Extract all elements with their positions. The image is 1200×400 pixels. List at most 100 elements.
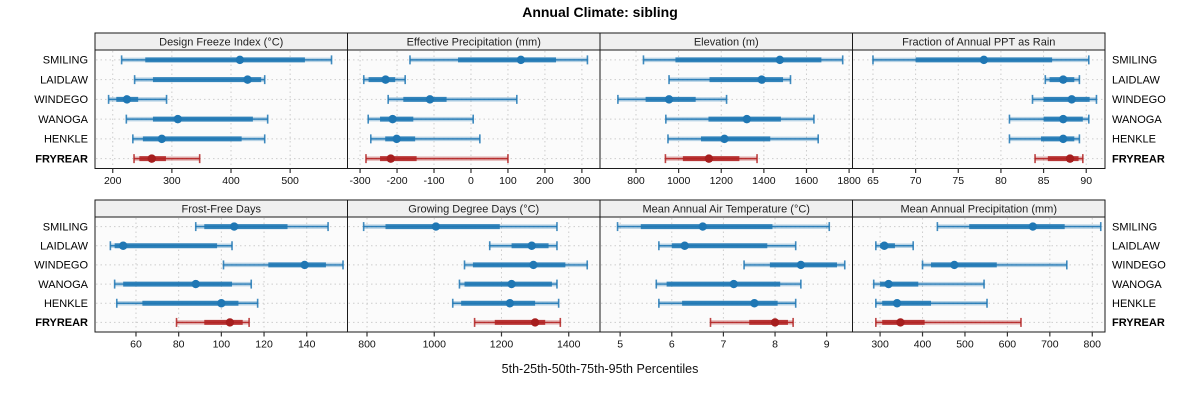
median-dot [235, 55, 245, 65]
median-dot [664, 95, 674, 104]
site-label-right-fryrear: FRYREAR [1112, 153, 1165, 165]
site-label-left-laidlaw: LAIDLAW [40, 241, 89, 253]
series-row-smiling [936, 222, 1102, 232]
tick-label: 400 [914, 339, 932, 351]
series-row-henkle [667, 134, 819, 144]
panel-plot-area [852, 49, 1106, 169]
median-dot [516, 55, 526, 65]
panel-plot-area [599, 216, 853, 333]
panel-elevation-m-: 800 1000 1200 1400 1600 1800 Elevation (m) [599, 32, 861, 187]
site-label-right-laidlaw: LAIDLAW [1112, 241, 1161, 253]
tick-label: 75 [952, 175, 964, 187]
series-row-smiling [642, 55, 844, 65]
series-row-henkle [658, 298, 797, 308]
series-row-laidlaw [668, 75, 792, 85]
series-row-wanoga [1008, 114, 1090, 124]
panel-title: Elevation (m) [694, 36, 759, 48]
series-row-laidlaw [133, 75, 266, 85]
site-label-right-fryrear: FRYREAR [1112, 317, 1165, 329]
median-dot [1067, 95, 1076, 104]
tick-label: 85 [1038, 175, 1050, 187]
tick-label: 1200 [710, 175, 734, 187]
series-row-windego [1031, 94, 1098, 104]
tick-label: 200 [104, 175, 122, 187]
panel-plot-area [347, 216, 601, 333]
median-dot [884, 279, 893, 289]
series-row-fryrear [473, 317, 562, 327]
series-row-henkle [875, 298, 988, 308]
series-row-fryrear [709, 317, 794, 327]
series-row-fryrear [1034, 154, 1084, 164]
median-dot [225, 318, 235, 327]
median-dot [704, 154, 714, 163]
tick-label: -200 [387, 175, 408, 187]
tick-label: 500 [956, 339, 974, 351]
panel-header [852, 199, 1106, 218]
series-row-windego [107, 94, 168, 104]
median-dot [1028, 222, 1038, 231]
series-row-fryrear [175, 317, 250, 327]
tick-label: 300 [871, 339, 889, 351]
tick-label: -300 [350, 175, 371, 187]
tick-label: 700 [1041, 339, 1059, 351]
median-dot [1065, 154, 1075, 163]
site-label-right-windego: WINDEGO [1112, 260, 1166, 272]
series-row-henkle [115, 298, 259, 308]
tick-label: 65 [867, 175, 879, 187]
site-label-left-fryrear: FRYREAR [35, 317, 88, 329]
panel-title: Mean Annual Precipitation (mm) [900, 203, 1057, 215]
median-dot [750, 299, 759, 308]
median-dot [217, 299, 226, 308]
tick-label: 80 [995, 175, 1007, 187]
x-axis-label: 5th-25th-50th-75th-95th Percentiles [501, 362, 699, 376]
tick-label: 600 [999, 339, 1017, 351]
site-label-left-windego: WINDEGO [34, 260, 88, 272]
panel-design-freeze-index-c-: 200 300 400 500 Design Freeze Index (°C) SMIL… [34, 32, 348, 187]
median-dot [729, 279, 738, 289]
tick-label: 120 [255, 339, 273, 351]
tick-label: 5 [617, 339, 623, 351]
median-dot [229, 222, 239, 231]
series-row-windego [387, 94, 518, 104]
tick-label: 7 [720, 339, 726, 351]
tick-label: 70 [910, 175, 922, 187]
site-label-left-smiling: SMILING [43, 55, 88, 67]
median-dot [880, 241, 889, 250]
panel-title: Effective Precipitation (mm) [407, 36, 541, 48]
site-label-right-smiling: SMILING [1112, 55, 1157, 67]
median-dot [122, 95, 132, 104]
series-row-wanoga [125, 114, 269, 124]
tick-label: 6 [669, 339, 675, 351]
median-dot [1059, 75, 1068, 84]
median-dot [386, 154, 395, 163]
series-row-smiling [616, 222, 831, 232]
series-row-windego [617, 94, 728, 104]
site-label-left-wanoga: WANOGA [38, 279, 88, 291]
site-label-left-laidlaw: LAIDLAW [40, 74, 89, 86]
tick-label: 60 [130, 339, 142, 351]
median-dot [680, 241, 689, 250]
median-dot [431, 222, 441, 231]
median-dot [1059, 114, 1068, 124]
panel-frost-free-days: 60 80 100 120 140 Frost-Free Days SMILING LAIDL… [34, 199, 348, 351]
median-dot [118, 241, 128, 250]
median-dot [770, 318, 780, 327]
median-dot [381, 75, 390, 84]
panel-plot-area [94, 49, 348, 169]
tick-label: 1800 [837, 175, 861, 187]
series-row-windego [463, 260, 589, 270]
series-row-smiling [194, 222, 329, 232]
median-dot [896, 318, 905, 327]
series-row-windego [222, 260, 344, 270]
series-row-fryrear [875, 317, 1022, 327]
panel-header [852, 32, 1106, 51]
site-label-right-windego: WINDEGO [1112, 94, 1166, 106]
series-row-laidlaw [362, 75, 406, 85]
tick-label: 1000 [667, 175, 691, 187]
series-row-smiling [362, 222, 558, 232]
tick-label: 100 [499, 175, 517, 187]
series-row-smiling [872, 55, 1090, 65]
panel-plot-area [94, 216, 348, 333]
panel-growing-degree-days-c-: 800 1000 1200 1400 Growing Degree Days (°C) [347, 199, 601, 351]
site-label-right-wanoga: WANOGA [1112, 114, 1162, 126]
